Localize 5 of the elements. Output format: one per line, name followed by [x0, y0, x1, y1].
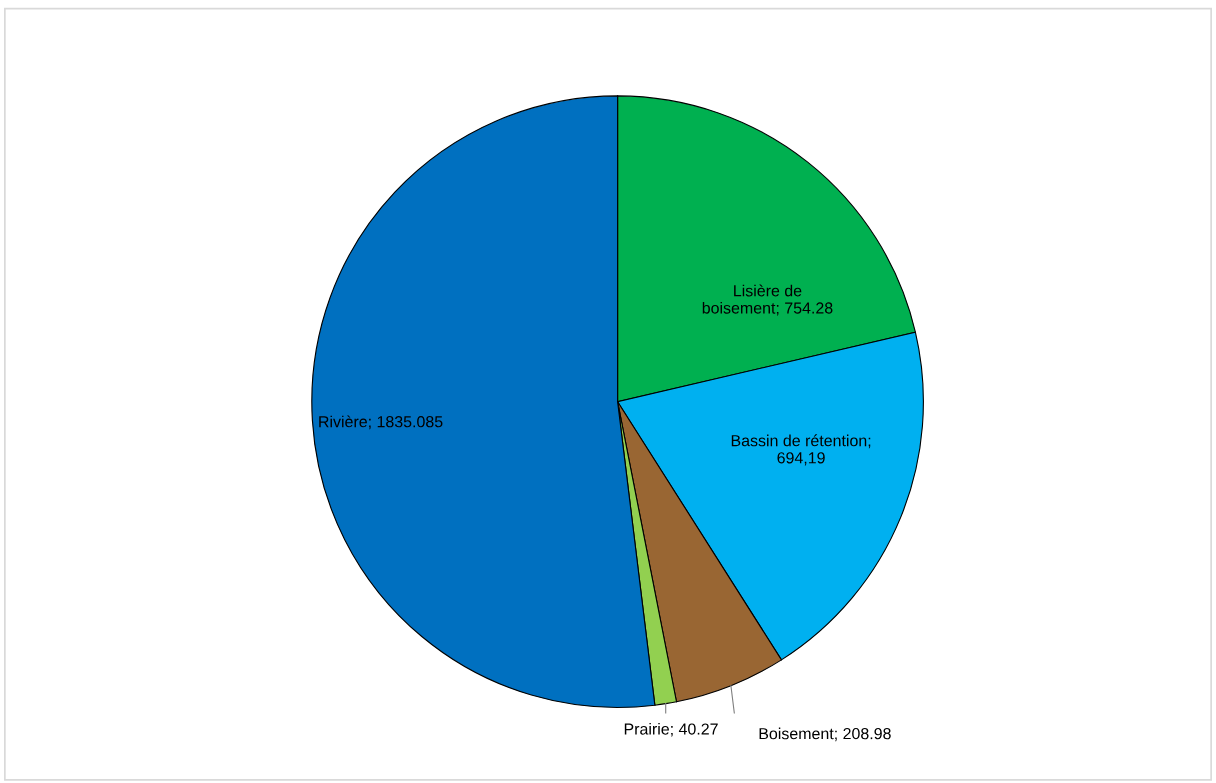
slice-label: Boisement; 208.98 [759, 727, 891, 742]
slice-label: Bassin de rétention; 694,19 [731, 434, 871, 466]
slice-label: Rivière; 1835.085 [319, 415, 443, 430]
slice-label: Prairie; 40.27 [624, 722, 718, 737]
slice-label: Lisière de boisement; 754.28 [702, 284, 833, 316]
